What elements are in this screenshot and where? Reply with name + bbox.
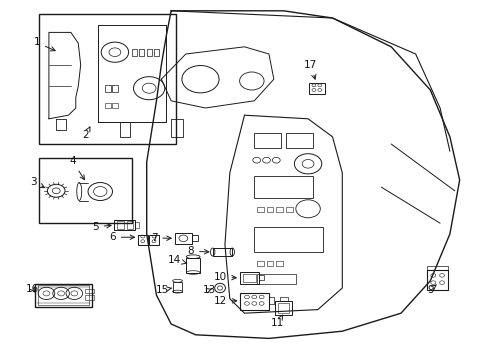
Text: 10: 10 [213, 272, 236, 282]
Bar [39, 158, 132, 223]
Bar [266, 261, 273, 266]
Bar [132, 49, 137, 56]
Bar [239, 293, 268, 310]
Text: 17: 17 [303, 60, 317, 79]
Bar [85, 295, 94, 300]
Bar [268, 297, 273, 304]
Bar [256, 274, 295, 284]
Bar [135, 222, 139, 228]
Bar [256, 207, 263, 212]
Text: 11: 11 [270, 315, 284, 328]
Text: 3: 3 [30, 177, 44, 188]
Bar [39, 14, 176, 144]
Bar [174, 233, 192, 244]
Text: 2: 2 [82, 127, 90, 140]
Bar [254, 133, 281, 148]
Bar [277, 303, 289, 313]
Bar [154, 49, 159, 56]
Bar [276, 261, 283, 266]
Bar [146, 49, 151, 56]
Bar [254, 176, 312, 198]
Bar [139, 49, 144, 56]
Bar [239, 272, 259, 284]
Bar [308, 83, 324, 94]
Bar [192, 235, 198, 241]
Text: 4: 4 [69, 156, 84, 180]
Bar [242, 274, 256, 282]
Bar [112, 103, 118, 108]
Text: 1: 1 [33, 37, 55, 51]
Bar [285, 207, 292, 212]
Bar [112, 85, 118, 92]
Bar [276, 207, 283, 212]
Bar [171, 119, 183, 137]
Bar [149, 235, 159, 245]
Bar [426, 266, 447, 270]
Text: 7: 7 [150, 233, 171, 243]
Bar [117, 221, 123, 229]
Bar [186, 258, 200, 273]
Bar [138, 235, 147, 245]
Bar [279, 297, 287, 301]
Bar [105, 103, 111, 108]
Bar [105, 85, 111, 92]
Bar [274, 301, 292, 315]
Text: 8: 8 [187, 246, 208, 256]
Text: 5: 5 [92, 222, 111, 232]
Text: 14: 14 [167, 255, 186, 265]
Bar [259, 275, 264, 280]
Bar [126, 221, 133, 229]
Bar [426, 270, 447, 290]
Text: 16: 16 [26, 284, 40, 294]
Text: 12: 12 [213, 296, 236, 306]
Bar [256, 261, 263, 266]
Bar [172, 282, 182, 292]
Bar [36, 284, 92, 307]
Bar [254, 227, 322, 252]
Bar [38, 285, 89, 305]
Bar [285, 133, 312, 148]
Text: 15: 15 [155, 285, 171, 295]
Text: 13: 13 [202, 285, 216, 295]
Text: 6: 6 [109, 232, 134, 242]
Bar [114, 220, 135, 230]
Text: 9: 9 [426, 285, 436, 295]
Bar [266, 207, 273, 212]
Bar [212, 248, 232, 256]
Bar [85, 289, 94, 293]
